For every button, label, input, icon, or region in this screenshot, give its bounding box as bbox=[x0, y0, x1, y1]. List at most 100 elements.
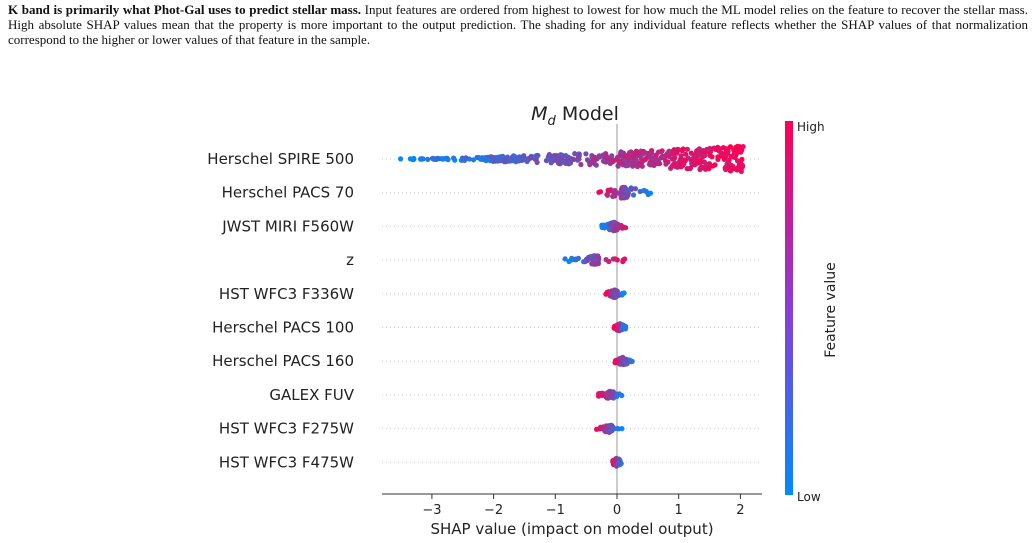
shap-point bbox=[609, 153, 615, 159]
shap-point bbox=[630, 192, 637, 198]
shap-point bbox=[659, 153, 666, 159]
shap-point bbox=[609, 425, 615, 431]
shap-point bbox=[724, 151, 730, 157]
shap-point bbox=[638, 160, 644, 166]
shap-point bbox=[648, 150, 655, 156]
shap-point bbox=[487, 158, 493, 164]
shap-point bbox=[425, 156, 431, 162]
shap-point bbox=[648, 154, 654, 160]
shap-point bbox=[597, 154, 603, 160]
x-tick-label: −1 bbox=[546, 503, 565, 518]
shap-point bbox=[407, 156, 413, 162]
shap-point bbox=[563, 153, 569, 159]
shap-point bbox=[643, 188, 650, 195]
title-prefix: M bbox=[531, 103, 547, 125]
shap-point bbox=[567, 160, 574, 166]
shap-point bbox=[684, 146, 691, 152]
shap-point bbox=[713, 146, 719, 152]
title-suffix: Model bbox=[556, 103, 619, 125]
shap-point bbox=[548, 160, 554, 166]
shap-point bbox=[630, 152, 636, 158]
shap-point bbox=[727, 167, 733, 173]
feature-label: HST WFC3 F336W bbox=[219, 285, 354, 303]
shap-point bbox=[528, 155, 534, 161]
shap-point bbox=[619, 426, 625, 432]
x-axis-ticks: −3 −2 −1 0 1 2 bbox=[422, 494, 745, 518]
shap-point bbox=[585, 257, 591, 263]
shap-point bbox=[678, 163, 684, 169]
shap-point bbox=[735, 143, 741, 149]
shap-point bbox=[614, 327, 620, 333]
shap-point bbox=[666, 153, 672, 159]
colorbar-high-label: High bbox=[797, 120, 825, 134]
x-tick-label: 0 bbox=[613, 503, 621, 518]
shap-point bbox=[603, 257, 609, 263]
shap-point bbox=[613, 288, 619, 294]
shap-point bbox=[739, 156, 745, 162]
shap-point bbox=[702, 153, 708, 159]
shap-point bbox=[739, 164, 746, 170]
shap-point bbox=[611, 458, 617, 464]
shap-point bbox=[706, 165, 712, 172]
shap-point bbox=[572, 151, 578, 157]
shap-point bbox=[687, 165, 693, 172]
x-tick-label: 1 bbox=[675, 503, 683, 518]
shap-point bbox=[717, 146, 723, 152]
shap-point bbox=[622, 193, 628, 199]
shap-point bbox=[503, 156, 510, 162]
shap-point bbox=[623, 189, 630, 195]
chart-title: Md Model bbox=[531, 103, 619, 129]
shap-point bbox=[733, 166, 740, 172]
shap-point bbox=[398, 156, 404, 162]
shap-point bbox=[562, 256, 568, 262]
shap-point bbox=[508, 158, 515, 164]
shap-point bbox=[587, 162, 593, 168]
shap-point bbox=[605, 391, 611, 397]
shap-point bbox=[655, 149, 662, 155]
shap-point bbox=[654, 161, 661, 167]
shap-point bbox=[620, 259, 626, 265]
shap-point bbox=[691, 159, 697, 165]
feature-label: HST WFC3 F275W bbox=[219, 420, 354, 438]
shap-point bbox=[733, 148, 739, 154]
shap-point bbox=[625, 162, 631, 168]
shap-point bbox=[652, 156, 659, 163]
shap-point bbox=[623, 225, 629, 231]
shap-point bbox=[696, 152, 702, 158]
shap-point bbox=[619, 150, 625, 156]
shap-point bbox=[418, 156, 424, 162]
x-tick-label: −2 bbox=[484, 503, 503, 518]
x-tick-label: −3 bbox=[422, 503, 441, 518]
shap-point bbox=[578, 161, 584, 168]
shap-point bbox=[625, 154, 632, 160]
shap-point bbox=[615, 460, 622, 466]
feature-label: Herschel SPIRE 500 bbox=[207, 150, 354, 168]
shap-point bbox=[605, 187, 611, 193]
shap-point bbox=[610, 193, 616, 199]
shap-point bbox=[703, 161, 709, 167]
shap-point bbox=[600, 390, 606, 396]
shap-point bbox=[683, 151, 689, 157]
shap-point bbox=[452, 157, 458, 163]
shap-point bbox=[682, 157, 689, 164]
shap-point bbox=[666, 149, 672, 155]
shap-point bbox=[622, 157, 628, 164]
shap-point bbox=[688, 150, 694, 156]
shap-point bbox=[672, 155, 678, 161]
shap-point bbox=[594, 426, 600, 432]
shap-point bbox=[619, 326, 625, 332]
shap-point bbox=[671, 161, 677, 167]
shap-point bbox=[459, 157, 466, 163]
shap-point bbox=[698, 164, 705, 170]
shap-point bbox=[617, 361, 624, 367]
shap-point bbox=[521, 153, 527, 159]
feature-label: Herschel PACS 70 bbox=[222, 184, 354, 202]
shap-point bbox=[643, 155, 649, 161]
shap-point bbox=[612, 226, 619, 232]
shap-point bbox=[603, 424, 609, 430]
shap-point bbox=[670, 148, 676, 154]
feature-label: Herschel PACS 100 bbox=[212, 319, 354, 337]
shap-point bbox=[615, 322, 621, 328]
shap-point bbox=[601, 224, 607, 230]
shap-point bbox=[479, 155, 485, 161]
